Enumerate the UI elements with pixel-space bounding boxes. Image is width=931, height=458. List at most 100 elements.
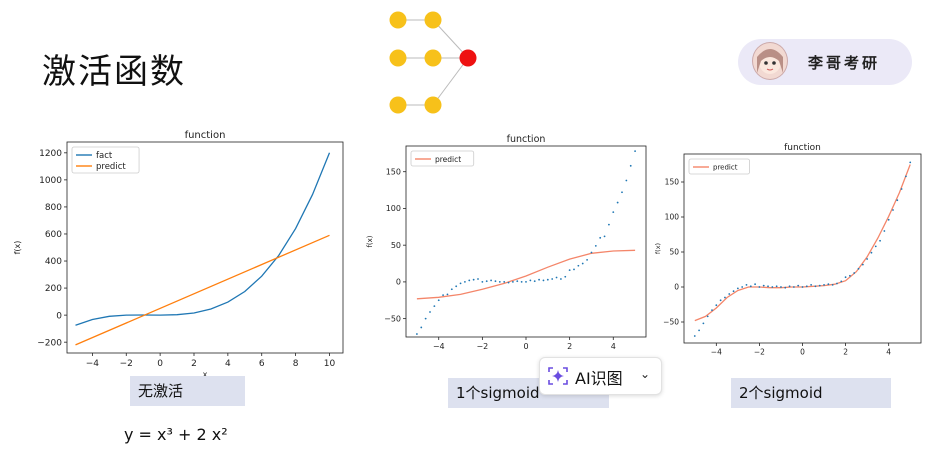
formula: y = x³ + 2 x² — [124, 425, 228, 444]
y-tick-label: 50 — [669, 248, 679, 257]
data-point — [616, 201, 619, 204]
data-point — [711, 309, 713, 311]
y-tick-label: 800 — [45, 203, 62, 213]
avatar — [752, 42, 788, 80]
x-tick-label: −2 — [754, 348, 765, 357]
x-tick-label: 4 — [225, 359, 231, 369]
data-point — [433, 305, 436, 308]
y-tick-label: 0 — [56, 311, 62, 321]
node-hidden-1 — [424, 11, 442, 29]
sparkle-scan-icon — [548, 367, 568, 385]
node-input-3 — [389, 96, 407, 114]
data-point — [634, 150, 636, 153]
data-point — [805, 285, 808, 288]
y-tick-label: 150 — [665, 178, 680, 187]
data-point — [784, 286, 787, 289]
data-point — [494, 280, 497, 283]
data-point — [900, 188, 903, 190]
y-tick-label: 0 — [396, 278, 401, 287]
data-point — [560, 278, 562, 280]
data-point — [810, 284, 813, 286]
data-point — [485, 280, 488, 283]
data-point — [594, 245, 597, 247]
chart-one-sigmoid: function −4 −2 0 2 4 −50 0 50 100 150 x f(x) predict — [362, 133, 652, 355]
x-tick-label: −4 — [86, 359, 100, 369]
data-point — [775, 285, 778, 288]
y-tick-label: −200 — [37, 338, 62, 348]
page-title: 激活函数 — [42, 52, 186, 92]
data-point — [719, 299, 722, 302]
data-point — [827, 283, 830, 286]
data-point — [797, 284, 800, 287]
legend-entry: predict — [713, 164, 738, 172]
data-point — [861, 263, 864, 266]
avatar-icon — [757, 49, 783, 74]
data-point — [446, 293, 449, 296]
chart-no-activation: function −4 −2 0 2 4 6 8 10 −200 0 200 400 600 800 1000… — [10, 128, 348, 376]
x-tick-label: 0 — [157, 359, 163, 369]
y-tick-label: 1000 — [39, 176, 62, 186]
legend-box — [410, 150, 475, 167]
plot-frame — [405, 145, 647, 338]
data-point — [581, 262, 584, 265]
y-tick-label: 50 — [391, 241, 401, 250]
data-point — [450, 288, 453, 291]
data-point — [909, 161, 912, 164]
node-input-1 — [389, 11, 407, 29]
data-point — [754, 283, 756, 286]
data-point — [564, 275, 567, 278]
x-tick-label: −2 — [476, 342, 488, 351]
data-point — [870, 251, 873, 254]
data-point — [590, 251, 593, 254]
data-point — [749, 285, 752, 288]
data-point — [762, 284, 765, 287]
data-point — [551, 278, 554, 280]
y-tick-label: 1200 — [39, 149, 62, 159]
caption-no-activation: 无激活 — [130, 376, 245, 406]
series-line-predict — [75, 234, 330, 346]
data-point — [586, 258, 588, 261]
data-point — [758, 286, 761, 288]
data-point — [555, 276, 558, 279]
data-point — [741, 286, 744, 288]
data-point — [481, 281, 484, 283]
ai-recognize-button[interactable]: AI识图 ⌄ — [539, 357, 662, 395]
x-axis-label: x — [801, 358, 805, 360]
x-tick-label: 2 — [191, 359, 197, 369]
chevron-down-icon[interactable]: ⌄ — [640, 367, 651, 381]
data-point — [568, 269, 571, 272]
plot-frame — [683, 153, 922, 344]
x-tick-label: 6 — [259, 359, 265, 369]
data-point — [464, 281, 466, 283]
y-axis-label: f(x) — [654, 243, 662, 254]
data-point — [818, 284, 821, 287]
data-point — [767, 285, 769, 288]
y-tick-label: −50 — [663, 318, 679, 327]
data-point — [840, 280, 843, 283]
data-point — [424, 317, 427, 320]
data-point — [736, 287, 739, 290]
caption-two-sigmoid: 2个sigmoid — [731, 378, 891, 408]
data-point — [706, 315, 709, 318]
chart-3-svg: function −4 −2 0 2 4 −50 0 50 100 150 x f(x) predict — [654, 143, 922, 360]
x-tick-label: 0 — [523, 342, 528, 351]
data-point — [525, 281, 527, 283]
x-tick-label: 2 — [843, 348, 848, 357]
data-point — [780, 286, 782, 288]
data-point — [621, 191, 623, 194]
data-point — [608, 223, 610, 226]
data-point — [612, 211, 615, 214]
data-point — [542, 279, 545, 282]
data-point — [629, 164, 632, 167]
data-point — [533, 280, 536, 283]
x-axis-label: x — [524, 353, 528, 355]
data-point — [728, 293, 731, 295]
y-tick-label: 400 — [45, 257, 62, 267]
data-point — [573, 268, 575, 271]
network-diagram — [389, 11, 477, 114]
data-point — [724, 296, 726, 299]
data-point — [472, 278, 475, 281]
legend-entry: predict — [435, 155, 461, 164]
chart-1-svg: function −4 −2 0 2 4 6 8 10 −200 0 200 400 600 800 1000… — [13, 130, 344, 376]
data-point — [874, 245, 877, 248]
